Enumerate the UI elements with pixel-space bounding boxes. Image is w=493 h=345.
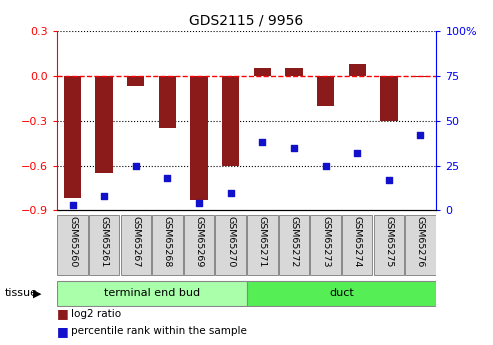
Text: duct: duct [329,288,354,298]
FancyBboxPatch shape [152,215,182,275]
Bar [285,68,303,76]
FancyBboxPatch shape [57,281,246,306]
Text: GSM65268: GSM65268 [163,216,172,267]
Point [164,175,172,181]
Bar [64,76,81,198]
Bar [349,64,366,76]
Text: ■: ■ [57,325,69,338]
Title: GDS2115 / 9956: GDS2115 / 9956 [189,13,304,27]
FancyBboxPatch shape [215,215,246,275]
Point [385,177,393,183]
Text: ▶: ▶ [33,288,41,298]
Bar [159,76,176,128]
Text: GSM65276: GSM65276 [416,216,425,267]
Bar [222,76,240,166]
FancyBboxPatch shape [121,215,151,275]
Point [69,202,76,208]
Text: log2 ratio: log2 ratio [71,309,122,319]
Bar [96,76,113,173]
Text: GSM65273: GSM65273 [321,216,330,267]
Bar [317,76,334,106]
Text: GSM65275: GSM65275 [385,216,393,267]
FancyBboxPatch shape [184,215,214,275]
Text: GSM65269: GSM65269 [195,216,204,267]
FancyBboxPatch shape [342,215,372,275]
Text: GSM65260: GSM65260 [68,216,77,267]
Point [321,163,329,168]
Text: GSM65272: GSM65272 [289,216,298,267]
Bar [380,76,397,121]
Bar [253,68,271,76]
Text: GSM65267: GSM65267 [131,216,141,267]
FancyBboxPatch shape [57,215,88,275]
Text: tissue: tissue [5,288,38,298]
FancyBboxPatch shape [374,215,404,275]
Text: GSM65274: GSM65274 [352,216,362,267]
Bar [127,76,144,86]
Point [100,193,108,199]
Text: GSM65271: GSM65271 [258,216,267,267]
FancyBboxPatch shape [405,215,436,275]
FancyBboxPatch shape [89,215,119,275]
Point [132,163,140,168]
FancyBboxPatch shape [246,281,436,306]
Bar [412,76,429,77]
Text: GSM65270: GSM65270 [226,216,235,267]
Text: terminal end bud: terminal end bud [104,288,200,298]
FancyBboxPatch shape [279,215,309,275]
Point [195,200,203,206]
FancyBboxPatch shape [247,215,278,275]
Point [417,132,424,138]
Text: GSM65261: GSM65261 [100,216,108,267]
Bar [190,76,208,200]
Text: percentile rank within the sample: percentile rank within the sample [71,326,247,336]
Point [290,145,298,150]
Point [258,139,266,145]
Point [353,150,361,156]
FancyBboxPatch shape [311,215,341,275]
Point [227,190,235,195]
Text: ■: ■ [57,307,69,321]
